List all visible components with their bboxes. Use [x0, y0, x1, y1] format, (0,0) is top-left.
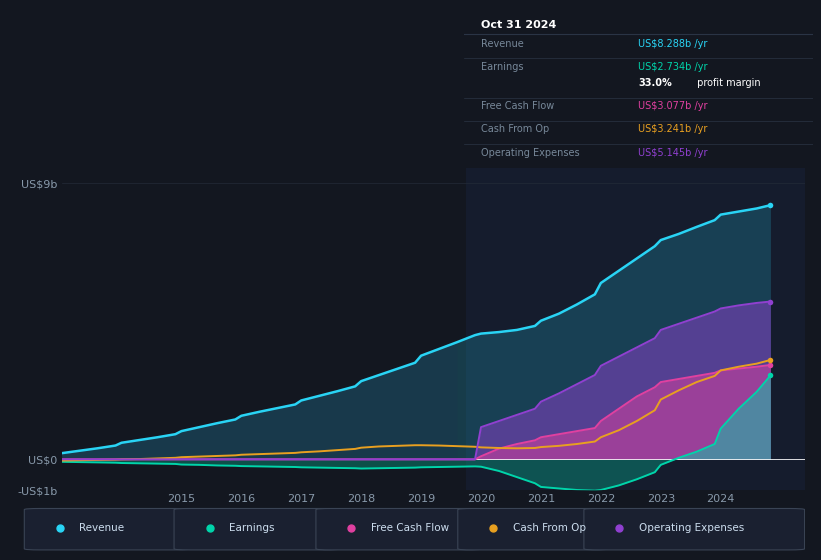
FancyBboxPatch shape	[316, 508, 481, 550]
Text: Oct 31 2024: Oct 31 2024	[481, 21, 557, 30]
Text: Revenue: Revenue	[80, 523, 125, 533]
FancyBboxPatch shape	[584, 508, 805, 550]
Bar	[466, 168, 805, 490]
Text: US$3.077b /yr: US$3.077b /yr	[639, 101, 708, 111]
Text: US$8.288b /yr: US$8.288b /yr	[639, 39, 708, 49]
Text: Earnings: Earnings	[481, 62, 524, 72]
FancyBboxPatch shape	[458, 508, 608, 550]
Text: US$2.734b /yr: US$2.734b /yr	[639, 62, 708, 72]
Text: Operating Expenses: Operating Expenses	[481, 148, 580, 157]
Text: Cash From Op: Cash From Op	[481, 124, 549, 134]
Text: Earnings: Earnings	[229, 523, 275, 533]
Text: profit margin: profit margin	[695, 78, 761, 88]
Text: US$5.145b /yr: US$5.145b /yr	[639, 148, 708, 157]
Text: Free Cash Flow: Free Cash Flow	[481, 101, 554, 111]
FancyBboxPatch shape	[25, 508, 190, 550]
Text: Cash From Op: Cash From Op	[513, 523, 586, 533]
Text: 33.0%: 33.0%	[639, 78, 672, 88]
Text: Free Cash Flow: Free Cash Flow	[371, 523, 449, 533]
Text: US$3.241b /yr: US$3.241b /yr	[639, 124, 708, 134]
FancyBboxPatch shape	[174, 508, 340, 550]
Text: Revenue: Revenue	[481, 39, 524, 49]
Text: Operating Expenses: Operating Expenses	[639, 523, 745, 533]
